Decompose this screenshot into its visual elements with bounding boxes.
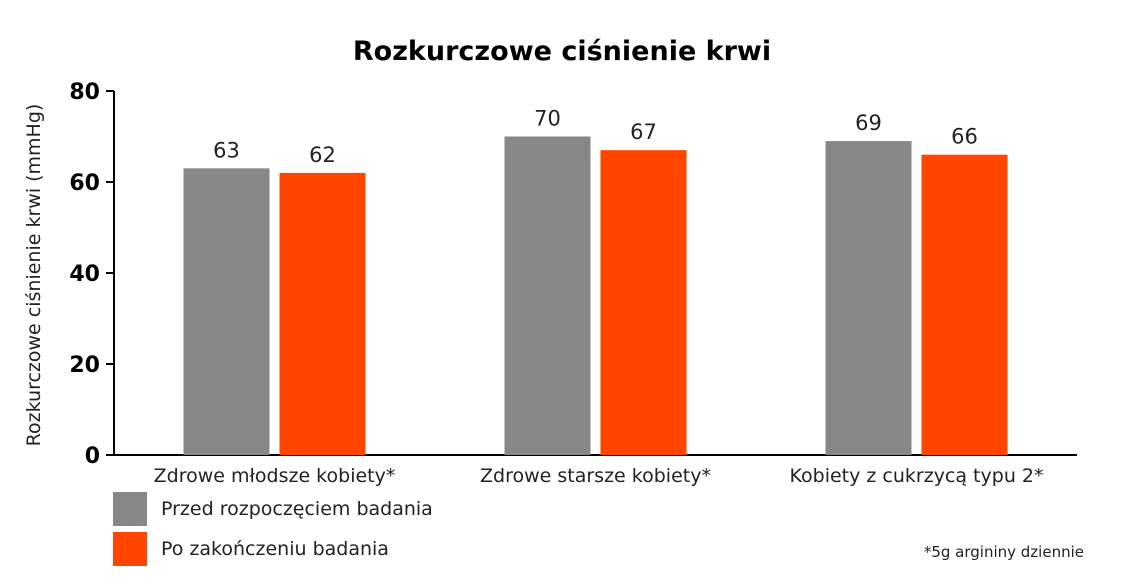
legend-swatch-after: [113, 532, 147, 566]
x-tick-label: Zdrowe młodsze kobiety*: [154, 465, 396, 487]
bar: [279, 172, 366, 455]
legend-item-after: Po zakończeniu badania: [113, 531, 433, 567]
y-tick-label: 40: [69, 262, 100, 287]
y-axis-label: Rozkurczowe ciśnienie krwi (mmHg): [23, 103, 45, 447]
bar-value-label: 69: [855, 111, 882, 135]
y-tick-label: 20: [69, 353, 100, 378]
bar: [504, 136, 591, 455]
y-tick-label: 80: [69, 80, 100, 105]
bar: [183, 168, 270, 455]
x-tick-label: Kobiety z cukrzycą typu 2*: [790, 465, 1044, 487]
footnote: *5g argininy dziennie: [923, 543, 1084, 561]
legend: Przed rozpoczęciem badania Po zakończeni…: [113, 491, 433, 571]
y-tick-label: 0: [85, 444, 100, 469]
bar: [825, 141, 912, 456]
bar-value-label: 70: [534, 107, 561, 131]
y-tick-label: 60: [69, 171, 100, 196]
x-tick-label: Zdrowe starsze kobiety*: [480, 465, 711, 487]
legend-label-before: Przed rozpoczęciem badania: [161, 498, 433, 520]
legend-swatch-before: [113, 492, 147, 526]
bar: [600, 150, 687, 455]
bar-value-label: 62: [309, 143, 336, 167]
bar-value-label: 66: [951, 125, 978, 149]
legend-label-after: Po zakończeniu badania: [161, 538, 389, 560]
bar: [921, 154, 1008, 455]
bar-value-label: 67: [630, 120, 657, 144]
bar-value-label: 63: [213, 138, 240, 162]
legend-item-before: Przed rozpoczęciem badania: [113, 491, 433, 527]
chart-title: Rozkurczowe ciśnienie krwi: [352, 36, 772, 67]
